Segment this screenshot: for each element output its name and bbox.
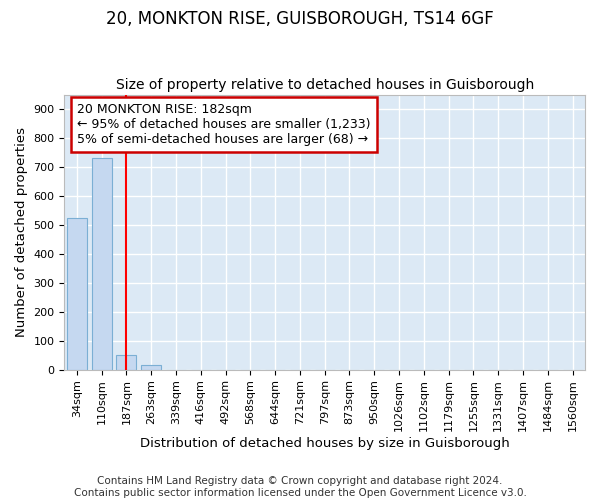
Y-axis label: Number of detached properties: Number of detached properties — [15, 127, 28, 337]
Bar — [116, 355, 136, 370]
Text: 20 MONKTON RISE: 182sqm
← 95% of detached houses are smaller (1,233)
5% of semi-: 20 MONKTON RISE: 182sqm ← 95% of detache… — [77, 103, 371, 146]
Text: Contains HM Land Registry data © Crown copyright and database right 2024.
Contai: Contains HM Land Registry data © Crown c… — [74, 476, 526, 498]
X-axis label: Distribution of detached houses by size in Guisborough: Distribution of detached houses by size … — [140, 437, 509, 450]
Title: Size of property relative to detached houses in Guisborough: Size of property relative to detached ho… — [116, 78, 534, 92]
Text: 20, MONKTON RISE, GUISBOROUGH, TS14 6GF: 20, MONKTON RISE, GUISBOROUGH, TS14 6GF — [106, 10, 494, 28]
Bar — [92, 158, 112, 370]
Bar — [67, 218, 87, 370]
Bar — [141, 366, 161, 370]
